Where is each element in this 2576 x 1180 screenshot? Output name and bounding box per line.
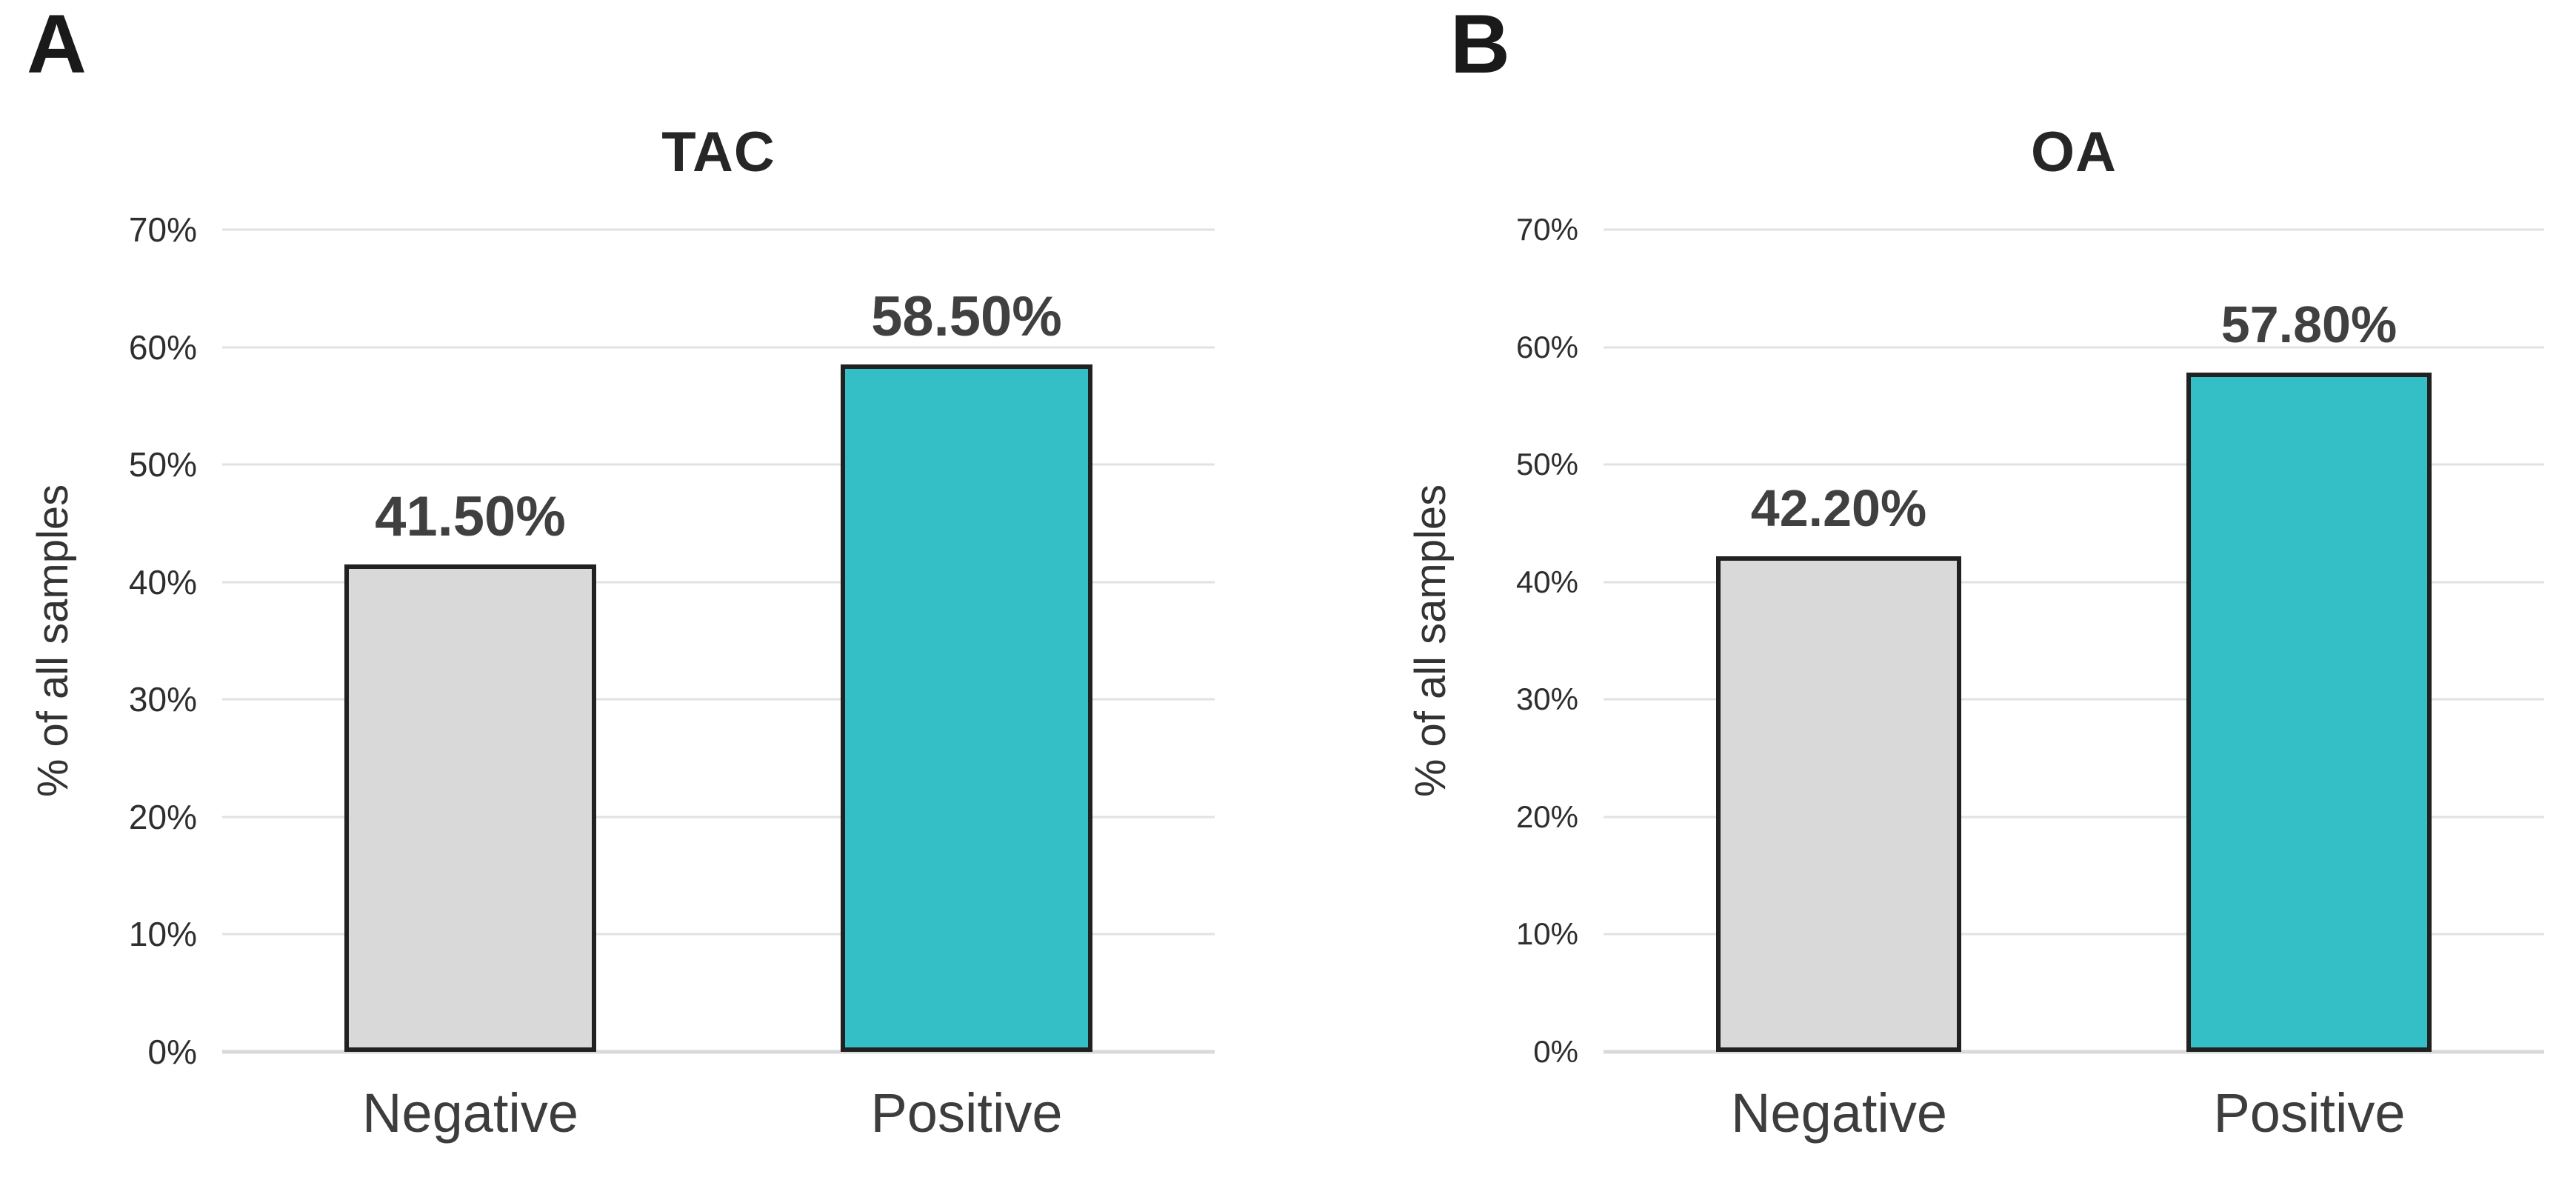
y-tick-label: 30% — [1515, 681, 1578, 717]
bar-value-label: 57.80% — [2220, 296, 2398, 354]
bar-negative — [344, 564, 597, 1052]
bar-positive — [840, 364, 1093, 1052]
y-tick-label: 70% — [128, 210, 197, 249]
x-category-label-negative-a: Negative — [361, 1082, 579, 1144]
gridline — [222, 581, 1215, 584]
y-tick-label: 0% — [147, 1033, 197, 1071]
gridline — [1604, 228, 2544, 231]
y-tick-label: 70% — [1515, 212, 1578, 247]
gridline — [222, 346, 1215, 349]
y-tick-label: 60% — [128, 327, 197, 367]
bar-negative — [1716, 556, 1961, 1052]
y-tick-label: 50% — [128, 445, 197, 484]
gridline — [1604, 463, 2544, 466]
panel-b-letter: B — [1450, 0, 1510, 90]
x-category-label-positive-a: Positive — [870, 1082, 1063, 1144]
y-tick-label: 30% — [128, 680, 197, 719]
y-tick-label: 40% — [1515, 564, 1578, 599]
chart-title-tac: TAC — [661, 121, 775, 184]
x-axis-baseline — [1604, 1050, 2544, 1054]
y-tick-label: 0% — [1533, 1034, 1578, 1069]
y-tick-label: 60% — [1515, 329, 1578, 364]
gridline — [1604, 698, 2544, 701]
chart-title-oa: OA — [2031, 121, 2117, 184]
gridline — [222, 463, 1215, 466]
y-tick-label: 10% — [1515, 916, 1578, 952]
y-tick-label: 20% — [128, 797, 197, 836]
gridline — [1604, 933, 2544, 936]
gridline — [1604, 346, 2544, 349]
gridline — [222, 698, 1215, 701]
bar-value-label: 42.20% — [1750, 479, 1927, 537]
gridline — [1604, 581, 2544, 584]
bar-value-label: 58.50% — [871, 285, 1062, 349]
plot-area-a: 0% 10% 20% 30% 40% 50% 60% 70% 41.50% 58.50% — [129, 213, 1215, 1069]
gridline — [1604, 816, 2544, 819]
gridline — [222, 816, 1215, 819]
bar-value-label: 41.50% — [375, 484, 566, 548]
gridline — [222, 228, 1215, 231]
y-tick-label: 20% — [1515, 799, 1578, 834]
x-axis-baseline — [222, 1050, 1215, 1054]
x-category-label-positive-b: Positive — [2213, 1082, 2406, 1144]
y-tick-label: 50% — [1515, 447, 1578, 482]
panel-a-letter: A — [27, 0, 87, 90]
y-axis-title-b: % of all samples — [1407, 484, 1455, 798]
plot-area-b: 0% 10% 20% 30% 40% 50% 60% 70% 42.20% 57.80% — [1516, 214, 2544, 1067]
bar-positive — [2186, 373, 2432, 1052]
y-axis-title-a: % of all samples — [29, 484, 77, 798]
y-tick-label: 10% — [128, 915, 197, 954]
y-tick-label: 40% — [128, 562, 197, 601]
gridline — [222, 933, 1215, 936]
x-category-label-negative-b: Negative — [1730, 1082, 1948, 1144]
